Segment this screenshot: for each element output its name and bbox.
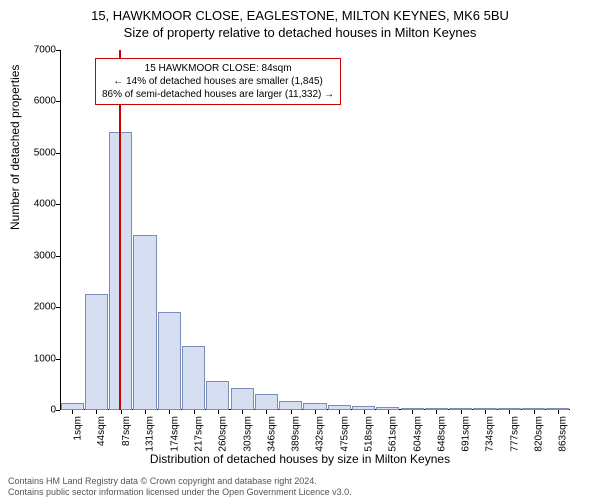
x-tick-mark	[266, 410, 267, 414]
y-tick-mark	[56, 256, 60, 257]
x-tick-label: 691sqm	[461, 416, 472, 452]
histogram-bar	[133, 235, 156, 410]
x-axis-label: Distribution of detached houses by size …	[0, 452, 600, 466]
x-tick-mark	[485, 410, 486, 414]
x-tick-label: 87sqm	[121, 416, 132, 446]
x-tick-label: 777sqm	[509, 416, 520, 452]
x-tick-label: 303sqm	[242, 416, 253, 452]
x-tick-mark	[436, 410, 437, 414]
y-tick-mark	[56, 204, 60, 205]
x-tick-mark	[291, 410, 292, 414]
x-tick-label: 174sqm	[169, 416, 180, 452]
histogram-bar	[303, 403, 326, 410]
x-tick-label: 518sqm	[364, 416, 375, 452]
histogram-bar	[85, 294, 108, 410]
x-tick-mark	[534, 410, 535, 414]
histogram-bar	[206, 381, 229, 410]
y-tick-label: 1000	[16, 353, 60, 364]
x-tick-mark	[194, 410, 195, 414]
x-tick-mark	[558, 410, 559, 414]
x-tick-mark	[388, 410, 389, 414]
histogram-bar	[231, 388, 254, 410]
x-tick-mark	[509, 410, 510, 414]
chart-title-sub: Size of property relative to detached ho…	[0, 23, 600, 40]
x-tick-mark	[121, 410, 122, 414]
x-tick-mark	[96, 410, 97, 414]
footer-attribution: Contains HM Land Registry data © Crown c…	[8, 476, 352, 498]
x-tick-mark	[339, 410, 340, 414]
y-tick-mark	[56, 307, 60, 308]
x-tick-mark	[412, 410, 413, 414]
x-tick-label: 475sqm	[339, 416, 350, 452]
annotation-line2: ← 14% of detached houses are smaller (1,…	[102, 75, 334, 88]
histogram-bar	[158, 312, 181, 410]
x-tick-mark	[461, 410, 462, 414]
y-tick-mark	[56, 359, 60, 360]
histogram-bar	[182, 346, 205, 410]
annotation-box: 15 HAWKMOOR CLOSE: 84sqm← 14% of detache…	[95, 58, 341, 105]
y-tick-label: 2000	[16, 302, 60, 313]
x-tick-label: 217sqm	[194, 416, 205, 452]
y-tick-mark	[56, 410, 60, 411]
footer-line1: Contains HM Land Registry data © Crown c…	[8, 476, 352, 487]
y-tick-mark	[56, 153, 60, 154]
y-axis-line	[60, 50, 61, 410]
plot-area: 010002000300040005000600070001sqm44sqm87…	[60, 50, 570, 410]
x-tick-mark	[218, 410, 219, 414]
chart-title-main: 15, HAWKMOOR CLOSE, EAGLESTONE, MILTON K…	[0, 0, 600, 23]
x-tick-label: 863sqm	[558, 416, 569, 452]
x-tick-label: 561sqm	[388, 416, 399, 452]
x-tick-mark	[364, 410, 365, 414]
x-tick-mark	[169, 410, 170, 414]
x-tick-mark	[72, 410, 73, 414]
y-tick-mark	[56, 101, 60, 102]
x-tick-label: 346sqm	[266, 416, 277, 452]
x-tick-label: 260sqm	[218, 416, 229, 452]
y-tick-label: 0	[16, 405, 60, 416]
y-tick-label: 5000	[16, 147, 60, 158]
x-tick-mark	[145, 410, 146, 414]
x-tick-label: 604sqm	[412, 416, 423, 452]
x-tick-label: 734sqm	[485, 416, 496, 452]
y-tick-mark	[56, 50, 60, 51]
annotation-line3: 86% of semi-detached houses are larger (…	[102, 88, 334, 101]
y-tick-label: 4000	[16, 199, 60, 210]
x-tick-label: 44sqm	[96, 416, 107, 446]
y-tick-label: 3000	[16, 250, 60, 261]
footer-line2: Contains public sector information licen…	[8, 487, 352, 498]
x-tick-label: 648sqm	[436, 416, 447, 452]
x-tick-label: 131sqm	[145, 416, 156, 452]
x-tick-label: 1sqm	[72, 416, 83, 440]
histogram-bar	[61, 403, 84, 410]
histogram-bar	[255, 394, 278, 410]
y-tick-label: 7000	[16, 45, 60, 56]
histogram-bar	[279, 401, 302, 410]
x-tick-mark	[315, 410, 316, 414]
x-tick-label: 432sqm	[315, 416, 326, 452]
x-tick-label: 820sqm	[534, 416, 545, 452]
x-tick-mark	[242, 410, 243, 414]
annotation-line1: 15 HAWKMOOR CLOSE: 84sqm	[102, 62, 334, 75]
x-tick-label: 389sqm	[291, 416, 302, 452]
y-tick-label: 6000	[16, 96, 60, 107]
